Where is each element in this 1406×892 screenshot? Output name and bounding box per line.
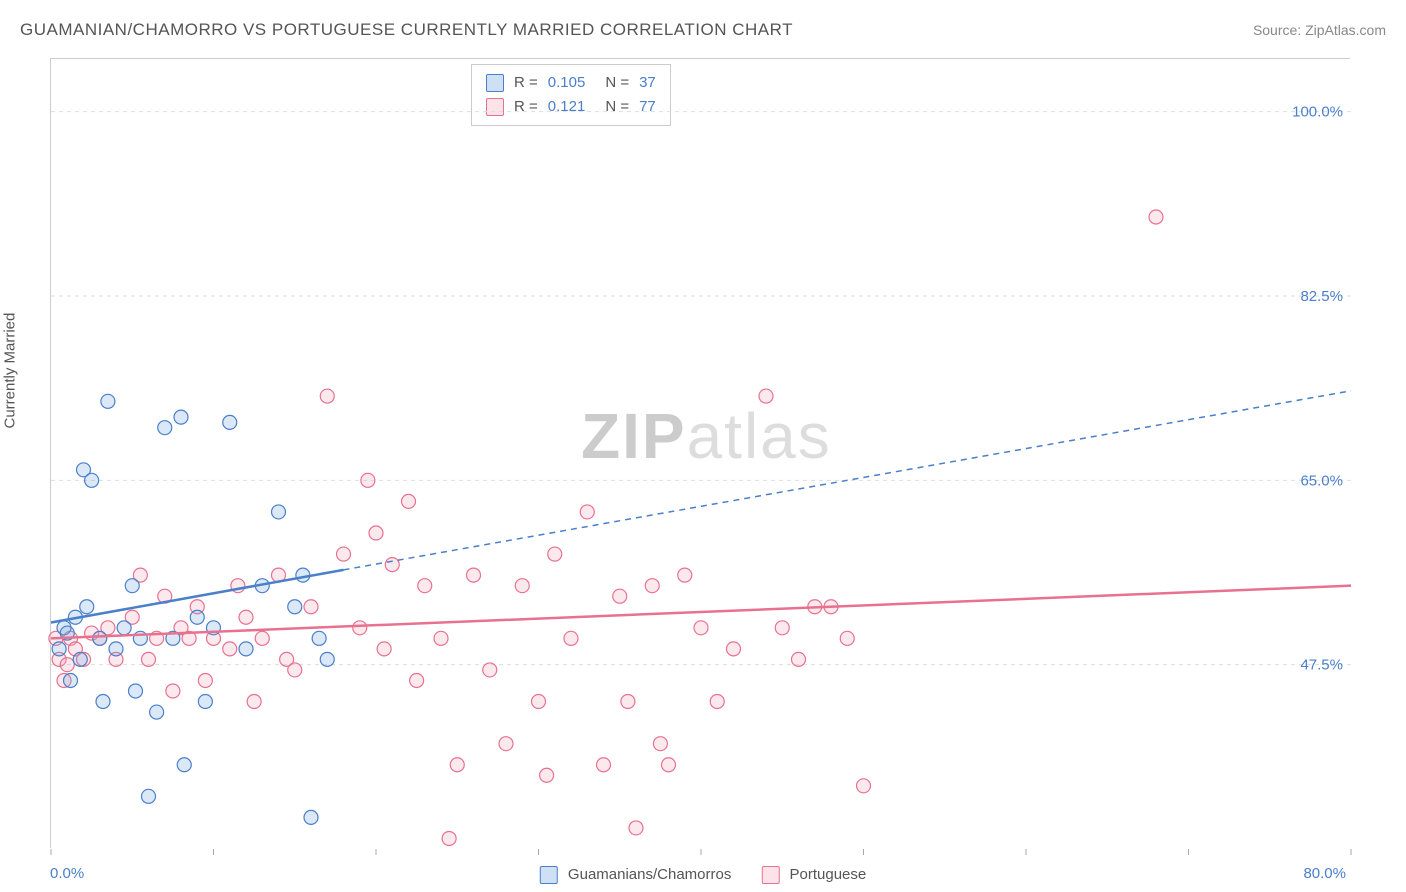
legend-item-2: Portuguese: [761, 866, 866, 884]
legend-bottom: Guamanians/Chamorros Portuguese: [540, 866, 866, 884]
legend-label-1: Guamanians/Chamorros: [568, 866, 731, 883]
chart-source: Source: ZipAtlas.com: [1253, 22, 1386, 38]
legend-item-1: Guamanians/Chamorros: [540, 866, 732, 884]
svg-text:65.0%: 65.0%: [1300, 472, 1343, 489]
legend-swatch-1: [540, 866, 558, 884]
y-axis-label: Currently Married: [2, 313, 19, 429]
chart-plot-area: ZIPatlas R = 0.105 N = 37 R = 0.121 N = …: [50, 58, 1350, 848]
svg-text:47.5%: 47.5%: [1300, 657, 1343, 674]
svg-text:100.0%: 100.0%: [1292, 104, 1343, 121]
x-axis-min-label: 0.0%: [50, 865, 84, 882]
scatter-svg: 47.5% 65.0% 82.5% 100.0%: [51, 59, 1350, 848]
x-axis-max-label: 80.0%: [1303, 865, 1346, 882]
legend-label-2: Portuguese: [790, 866, 867, 883]
chart-title: GUAMANIAN/CHAMORRO VS PORTUGUESE CURRENT…: [20, 20, 793, 40]
legend-swatch-2: [761, 866, 779, 884]
chart-header: GUAMANIAN/CHAMORRO VS PORTUGUESE CURRENT…: [20, 20, 1386, 40]
svg-text:82.5%: 82.5%: [1300, 288, 1343, 305]
